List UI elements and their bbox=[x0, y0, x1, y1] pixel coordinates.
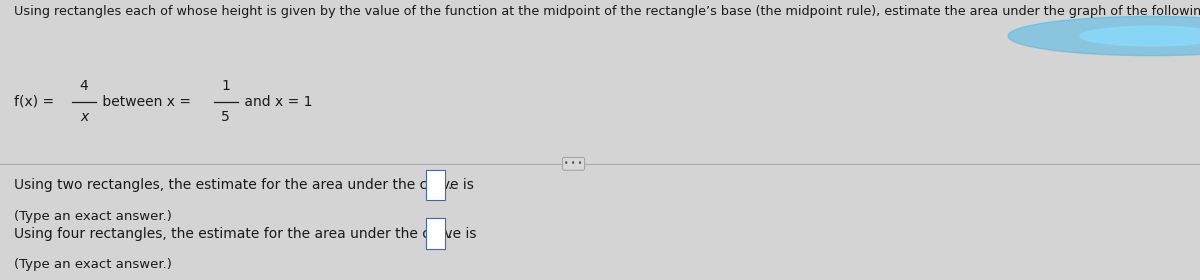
Text: .: . bbox=[448, 178, 452, 192]
FancyBboxPatch shape bbox=[426, 170, 445, 200]
Text: and x = 1: and x = 1 bbox=[240, 95, 312, 109]
Text: between x =: between x = bbox=[98, 95, 196, 109]
Circle shape bbox=[1008, 16, 1200, 56]
Text: Using two rectangles, the estimate for the area under the curve is: Using two rectangles, the estimate for t… bbox=[14, 178, 474, 192]
Text: Using four rectangles, the estimate for the area under the curve is: Using four rectangles, the estimate for … bbox=[14, 227, 476, 241]
Circle shape bbox=[1080, 26, 1200, 46]
Text: .: . bbox=[448, 227, 452, 241]
Text: Using rectangles each of whose height is given by the value of the function at t: Using rectangles each of whose height is… bbox=[14, 5, 1200, 18]
FancyBboxPatch shape bbox=[426, 218, 445, 249]
Text: 5: 5 bbox=[221, 110, 230, 124]
Text: 1: 1 bbox=[221, 79, 230, 93]
Text: f(x) =: f(x) = bbox=[14, 95, 59, 109]
Text: (Type an exact answer.): (Type an exact answer.) bbox=[14, 210, 173, 223]
Text: (Type an exact answer.): (Type an exact answer.) bbox=[14, 258, 173, 271]
Text: 4: 4 bbox=[79, 79, 89, 93]
Text: • • •: • • • bbox=[564, 159, 583, 168]
Text: x: x bbox=[80, 110, 88, 124]
